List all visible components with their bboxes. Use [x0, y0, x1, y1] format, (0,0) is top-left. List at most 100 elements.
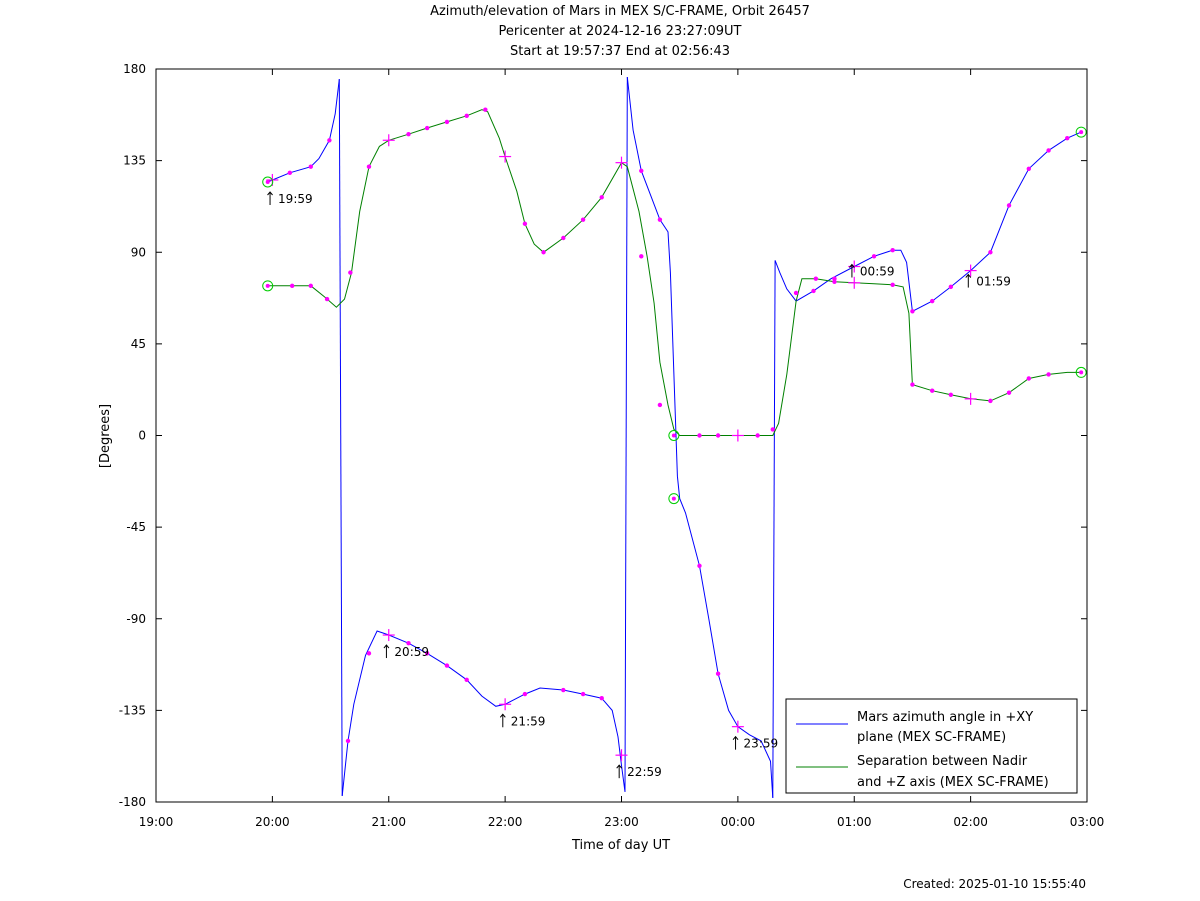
separation-dot-marker — [930, 388, 935, 393]
separation-dot-marker — [522, 221, 528, 226]
time-annotation: 23:59 — [732, 735, 779, 751]
azimuth-dot-marker — [639, 168, 644, 174]
time-annotation-label: 22:59 — [627, 765, 662, 779]
hour-plus-marker — [731, 720, 744, 733]
legend-label-separation-1: Separation between Nadir — [857, 754, 1028, 769]
separation-dot-marker — [324, 296, 330, 302]
y-tick-label: 135 — [123, 154, 146, 168]
azimuth-dot-marker — [464, 677, 469, 683]
hour-plus-marker — [731, 429, 744, 442]
azimuth-dot-marker — [1046, 148, 1051, 153]
series-0-line-segment-0 — [267, 79, 340, 183]
y-axis-label: [Degrees] — [98, 404, 113, 468]
legend-label-azimuth-2: plane (MEX SC-FRAME) — [857, 730, 1006, 745]
y-tick-label: -135 — [119, 703, 146, 717]
y-tick-label: 90 — [131, 245, 146, 259]
y-tick-label: -90 — [126, 612, 146, 626]
separation-dot-marker — [1006, 390, 1012, 395]
endpoint-circle-marker — [1075, 366, 1087, 378]
endpoint-circle-dot — [1079, 370, 1084, 375]
azimuth-dot-marker — [832, 276, 837, 281]
time-annotation-label: 01:59 — [976, 275, 1011, 289]
separation-dot-marker — [890, 282, 895, 288]
hour-plus-marker — [848, 276, 861, 289]
separation-dot-marker — [793, 290, 799, 296]
x-tick-label: 02:00 — [953, 815, 988, 829]
azimuth-dot-marker — [988, 250, 993, 255]
chart-subtitle-start-end: Start at 19:57:37 End at 02:56:43 — [509, 44, 731, 59]
legend: Mars azimuth angle in +XY plane (MEX SC-… — [785, 698, 1078, 794]
hour-plus-marker — [964, 264, 977, 277]
series-0-line-segment-3 — [774, 131, 1082, 313]
separation-dot-marker — [289, 283, 295, 289]
y-tick-label: 0 — [138, 429, 146, 443]
azimuth-dot-marker — [1006, 203, 1012, 208]
azimuth-dot-marker — [770, 427, 775, 432]
legend-label-separation-2: and +Z axis (MEX SC-FRAME) — [857, 775, 1049, 790]
x-tick-label: 01:00 — [837, 815, 872, 829]
separation-dot-marker — [483, 107, 488, 112]
separation-dot-marker — [657, 402, 663, 408]
endpoint-circle-dot — [265, 180, 270, 185]
azimuth-dot-marker — [599, 695, 604, 701]
azimuth-dot-marker — [424, 651, 430, 656]
time-annotation: 00:59 — [849, 263, 895, 279]
separation-dot-marker — [813, 276, 819, 281]
separation-dot-marker — [348, 270, 353, 275]
x-tick-label: 22:00 — [488, 815, 523, 829]
endpoint-circle-marker — [668, 430, 680, 441]
separation-dot-marker — [988, 398, 993, 404]
separation-dot-marker — [406, 131, 411, 137]
time-annotation-label: 21:59 — [511, 714, 546, 728]
separation-dot-marker — [755, 433, 760, 438]
azimuth-dot-marker — [522, 691, 528, 697]
x-tick-label: 21:00 — [371, 815, 406, 829]
hour-plus-marker — [382, 134, 395, 147]
hour-plus-marker — [615, 156, 628, 169]
created-timestamp: Created: 2025-01-10 15:55:40 — [903, 877, 1086, 891]
azimuth-dot-marker — [930, 298, 935, 304]
separation-dot-marker — [424, 125, 430, 131]
series-1-line-segment-0 — [267, 109, 1082, 436]
y-tick-label: 45 — [131, 337, 146, 351]
separation-dot-marker — [1046, 372, 1051, 377]
separation-dot-marker — [715, 433, 721, 438]
chart-subtitle-pericenter: Pericenter at 2024-12-16 23:27:09UT — [498, 24, 742, 39]
series-0-wrap-connector — [624, 77, 628, 792]
x-tick-label: 00:00 — [721, 815, 756, 829]
azimuth-dot-marker — [811, 288, 816, 294]
separation-dot-marker — [464, 113, 469, 119]
endpoint-circle-dot — [265, 283, 270, 288]
azimuth-dot-marker — [287, 170, 293, 176]
azimuth-dot-marker — [657, 217, 663, 222]
separation-dot-marker — [639, 254, 644, 259]
hour-plus-marker — [382, 629, 395, 642]
azimuth-dot-marker — [444, 663, 450, 668]
endpoint-circle-marker — [262, 280, 274, 292]
separation-dot-marker — [599, 195, 604, 200]
azimuth-dot-marker — [308, 164, 313, 169]
hour-plus-marker — [615, 749, 628, 762]
hour-plus-marker — [964, 392, 977, 405]
separation-dot-marker — [910, 382, 915, 387]
azimuth-dot-marker — [715, 671, 721, 676]
azimuth-dot-marker — [580, 691, 586, 697]
separation-dot-marker — [1026, 376, 1032, 381]
azimuth-dot-marker — [366, 651, 372, 656]
time-annotation: 19:59 — [267, 191, 313, 206]
azimuth-dot-marker — [1026, 166, 1032, 171]
chart-title: Azimuth/elevation of Mars in MEX S/C-FRA… — [430, 4, 810, 19]
azimuth-dot-marker — [561, 687, 566, 693]
azimuth-dot-marker — [697, 563, 702, 569]
endpoint-circle-dot — [671, 496, 676, 501]
time-annotation-label: 23:59 — [744, 737, 779, 751]
separation-dot-marker — [308, 283, 313, 289]
legend-box — [785, 698, 1078, 794]
hour-plus-marker — [499, 698, 512, 711]
separation-dot-marker — [561, 235, 566, 241]
x-tick-label: 20:00 — [255, 815, 290, 829]
y-tick-label: -180 — [119, 795, 146, 809]
legend-label-azimuth-1: Mars azimuth angle in +XY — [857, 710, 1033, 725]
series-0-line-segment-2 — [626, 77, 774, 798]
